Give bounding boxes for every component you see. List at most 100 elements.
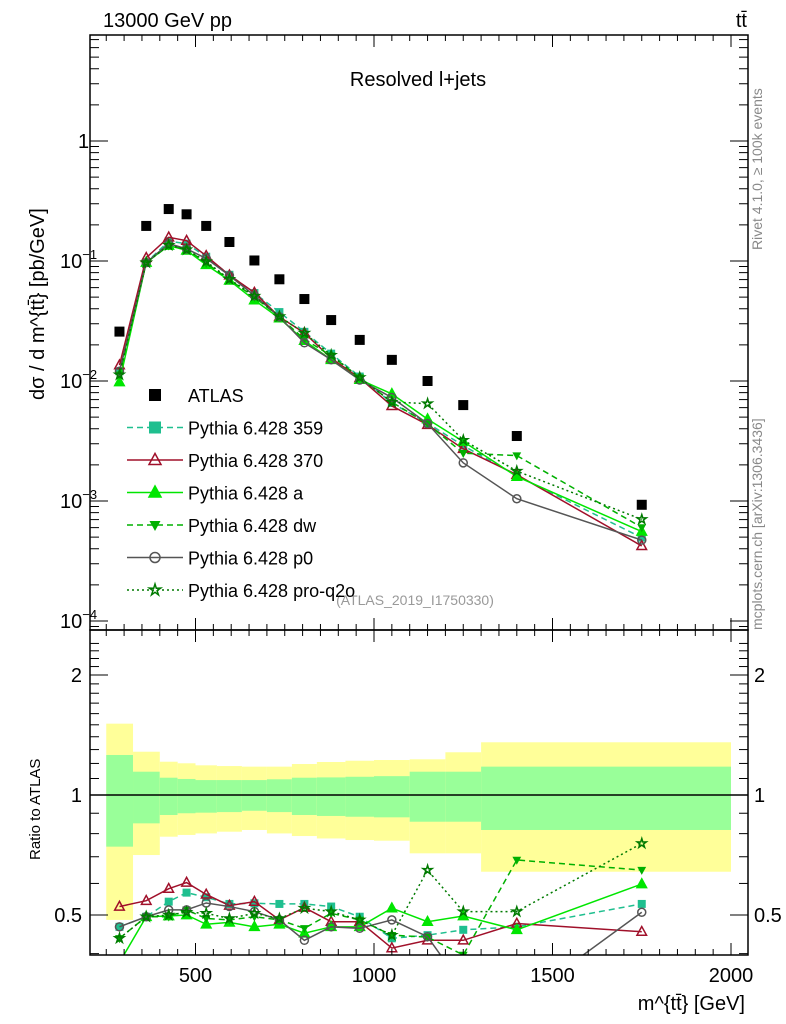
star-marker: [509, 904, 524, 918]
x-tick-label: 1500: [530, 965, 575, 987]
circle-marker: [637, 535, 647, 545]
x-tick-label: 500: [179, 965, 212, 987]
triangle-marker: [115, 957, 125, 966]
legend-item: Pythia 6.428 a: [127, 484, 304, 504]
square-marker: [354, 334, 365, 345]
triangle-marker: [510, 923, 523, 935]
circle-marker: [224, 270, 235, 281]
square-marker: [637, 899, 646, 908]
triangle-down-marker: [149, 521, 161, 531]
triangle-down-marker: [512, 452, 522, 461]
circle-marker: [354, 923, 365, 934]
square-marker: [637, 533, 646, 542]
band-stat: [133, 771, 160, 824]
star-marker: [634, 836, 649, 850]
triangle-marker: [635, 539, 648, 551]
band-stat: [216, 780, 242, 813]
triangle-marker: [223, 898, 236, 910]
circle-marker: [326, 922, 336, 932]
square-marker: [163, 204, 174, 215]
star-marker: [384, 394, 399, 408]
triangle-marker: [248, 920, 261, 932]
mcplots-credit: mcplots.cern.ch [arXiv:1306.3436]: [749, 418, 765, 630]
x-tick-label: 1000: [352, 965, 397, 987]
star-marker: [509, 463, 524, 478]
star-marker: [420, 862, 435, 877]
triangle-down-marker: [299, 335, 309, 344]
series-line-4: [119, 902, 643, 955]
star-marker: [179, 242, 194, 256]
legend-label: Pythia 6.428 p0: [188, 549, 313, 569]
ratio-tick-label-left: 1: [71, 785, 82, 807]
circle-marker: [224, 901, 235, 912]
square-marker: [326, 315, 337, 326]
square-marker: [202, 893, 211, 902]
series-line-3: [118, 244, 643, 529]
y-tick-label: 1: [78, 131, 89, 153]
square-marker: [225, 899, 234, 908]
star-marker: [146, 581, 164, 597]
triangle-down-marker: [637, 524, 647, 533]
legend-label: Pythia 6.428 359: [188, 419, 323, 439]
analysis-id: (ATLAS_2019_I1750330): [336, 592, 494, 608]
y-tick-label: 10−1: [60, 247, 97, 273]
legend-label: Pythia 6.428 a: [188, 484, 304, 504]
star-marker: [272, 309, 287, 323]
star-marker: [272, 911, 287, 925]
circle-marker: [299, 935, 310, 946]
ratio-tick-label-left: 2: [71, 665, 82, 687]
star-marker: [352, 370, 367, 384]
circle-marker: [513, 999, 521, 1007]
star-marker: [352, 912, 367, 926]
circle-marker: [299, 338, 310, 348]
square-marker: [182, 888, 191, 897]
energy-label: 13000 GeV pp: [103, 10, 232, 32]
ratio-tick-label-right: 1: [754, 785, 765, 807]
square-marker: [201, 220, 212, 231]
band-stat: [195, 780, 217, 813]
triangle-marker: [248, 894, 261, 907]
triangle-marker: [635, 924, 648, 937]
series-line-0: [118, 240, 643, 539]
band-stat: [374, 776, 410, 818]
circle-marker: [114, 366, 125, 377]
square-marker: [141, 220, 152, 231]
star-marker: [420, 396, 435, 410]
triangle-down-marker: [458, 450, 468, 459]
legend-label: ATLAS: [188, 386, 244, 406]
triangle-marker: [147, 451, 163, 466]
square-marker: [149, 389, 161, 401]
square-marker: [422, 376, 433, 386]
triangle-marker: [385, 901, 398, 913]
triangle-marker: [147, 484, 163, 498]
square-marker: [386, 354, 397, 365]
circle-marker: [637, 907, 647, 918]
triangle-marker: [421, 914, 434, 927]
star-marker: [297, 325, 312, 340]
legend-item: Pythia 6.428 dw: [127, 516, 317, 536]
square-marker: [149, 421, 161, 434]
circle-marker: [114, 922, 125, 932]
star-marker: [456, 904, 471, 918]
square-marker: [250, 899, 259, 908]
triangle-marker: [140, 893, 153, 906]
triangle-marker: [200, 887, 213, 899]
square-marker: [164, 897, 173, 906]
circle-marker: [387, 915, 397, 925]
star-marker: [297, 900, 312, 915]
band-stat: [481, 766, 553, 830]
triangle-down-marker: [512, 856, 522, 865]
ratio-tick-label-right: 2: [754, 665, 765, 687]
square-marker: [114, 326, 125, 337]
triangle-marker: [200, 917, 213, 929]
y-tick-label: 10−3: [60, 487, 97, 513]
legend-item: Pythia 6.428 pro-q2o: [127, 581, 355, 601]
y-tick-label: 10−4: [60, 607, 97, 633]
legend-item: Pythia 6.428 p0: [127, 549, 313, 569]
band-stat: [159, 777, 178, 815]
star-marker: [161, 237, 176, 252]
square-marker: [458, 400, 469, 411]
circle-marker: [163, 905, 174, 915]
star-marker: [456, 432, 471, 447]
band-stat: [345, 776, 374, 817]
